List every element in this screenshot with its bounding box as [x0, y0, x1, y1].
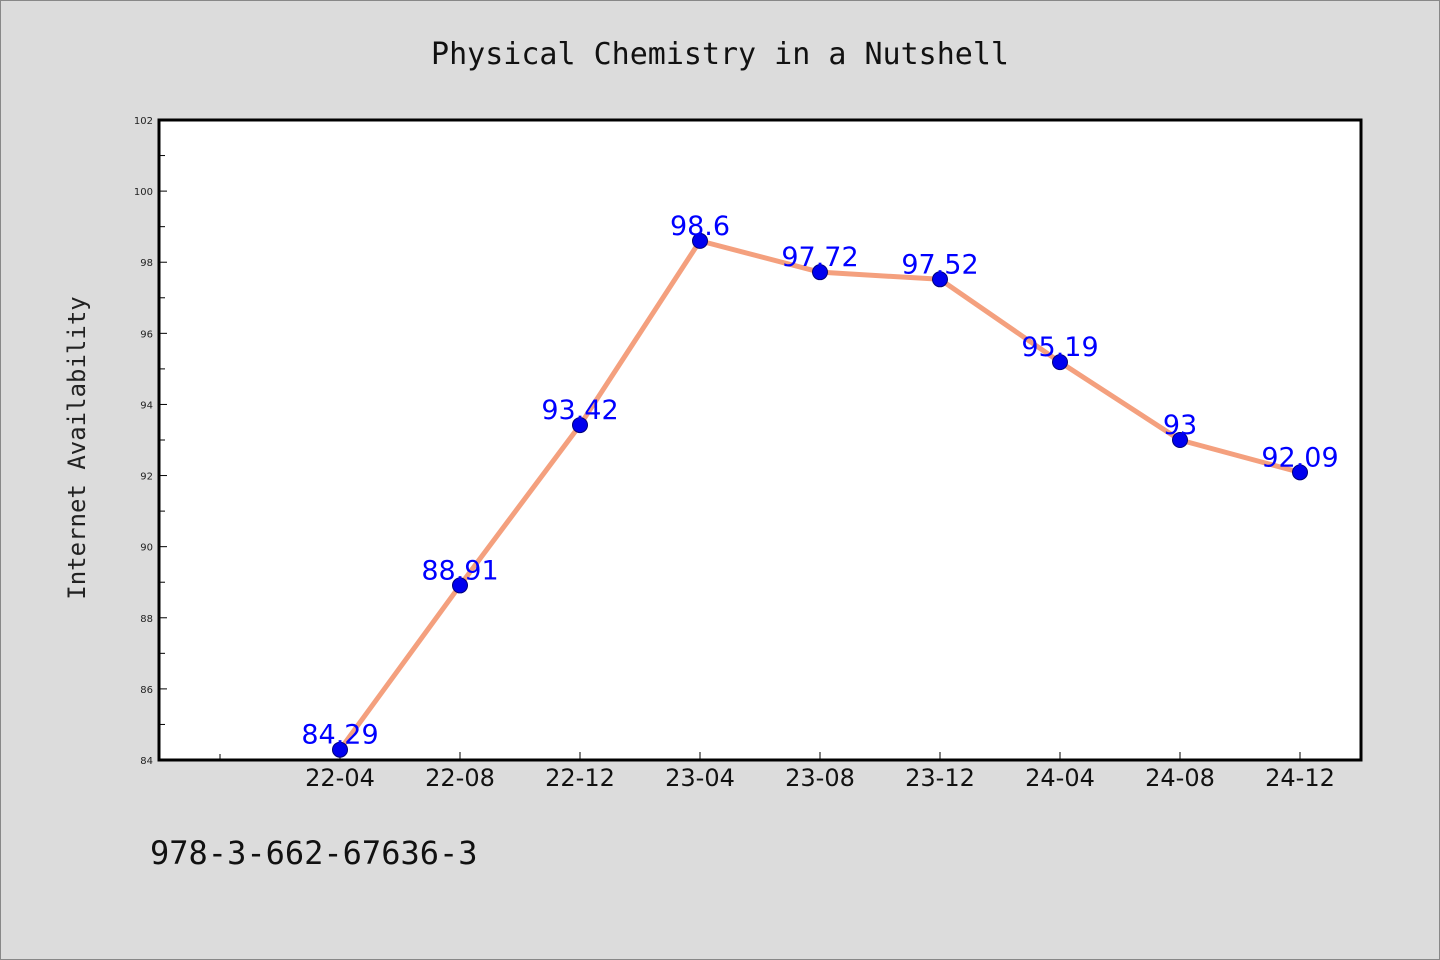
data-label: 88.91	[421, 555, 498, 586]
isbn-text: 978-3-662-67636-3	[150, 834, 478, 872]
series-layer: 84.29 88.91 93.42 98.6 97.72 97.52 95.19 93 92.0…	[301, 211, 1339, 758]
data-point	[812, 264, 828, 281]
data-point	[452, 577, 468, 594]
x-tick-label: 22-04	[305, 764, 375, 792]
y-axis-label: Internet Availability	[63, 296, 91, 599]
x-tick-label: 23-12	[905, 764, 975, 792]
data-label: 84.29	[301, 720, 378, 751]
data-label: 93.42	[541, 395, 618, 426]
data-label: 93	[1163, 410, 1197, 441]
plot-area	[157, 118, 1363, 762]
x-axis: 22-04 22-08 22-12 23-04 23-08 23-12 24-04 24-08…	[219, 752, 1335, 792]
y-tick-label: 86	[140, 685, 153, 696]
data-label: 95.19	[1021, 332, 1098, 363]
data-point	[332, 741, 348, 758]
y-tick-label: 84	[140, 756, 153, 767]
data-point	[1172, 432, 1188, 448]
data-label: 97.52	[901, 249, 978, 280]
y-tick-label: 92	[140, 472, 153, 483]
data-label: 97.72	[781, 242, 858, 273]
x-tick-label: 22-12	[545, 764, 615, 792]
y-tick-label: 90	[140, 543, 153, 554]
data-point	[572, 417, 588, 434]
data-point	[1052, 354, 1068, 371]
y-tick-label: 94	[140, 400, 153, 411]
data-point	[1292, 464, 1308, 481]
x-tick-label: 24-12	[1265, 764, 1335, 792]
y-tick-label: 88	[140, 614, 153, 625]
y-axis: 84 86 88 90 92 94 96 98 100 102	[134, 116, 167, 767]
data-point	[692, 232, 708, 249]
x-tick-label: 24-08	[1145, 764, 1215, 792]
y-tick-label: 96	[140, 329, 153, 340]
x-tick-label: 23-08	[785, 764, 855, 792]
data-label: 98.6	[670, 211, 730, 242]
x-tick-label: 23-04	[665, 764, 735, 792]
data-point	[932, 271, 948, 288]
y-tick-label: 102	[134, 116, 153, 127]
data-label: 92.09	[1261, 442, 1338, 473]
y-tick-label: 100	[134, 187, 153, 198]
x-tick-label: 24-04	[1025, 764, 1095, 792]
y-tick-label: 98	[140, 258, 153, 269]
chart-title: Physical Chemistry in a Nutshell	[431, 37, 1009, 72]
x-tick-label: 22-08	[425, 764, 495, 792]
